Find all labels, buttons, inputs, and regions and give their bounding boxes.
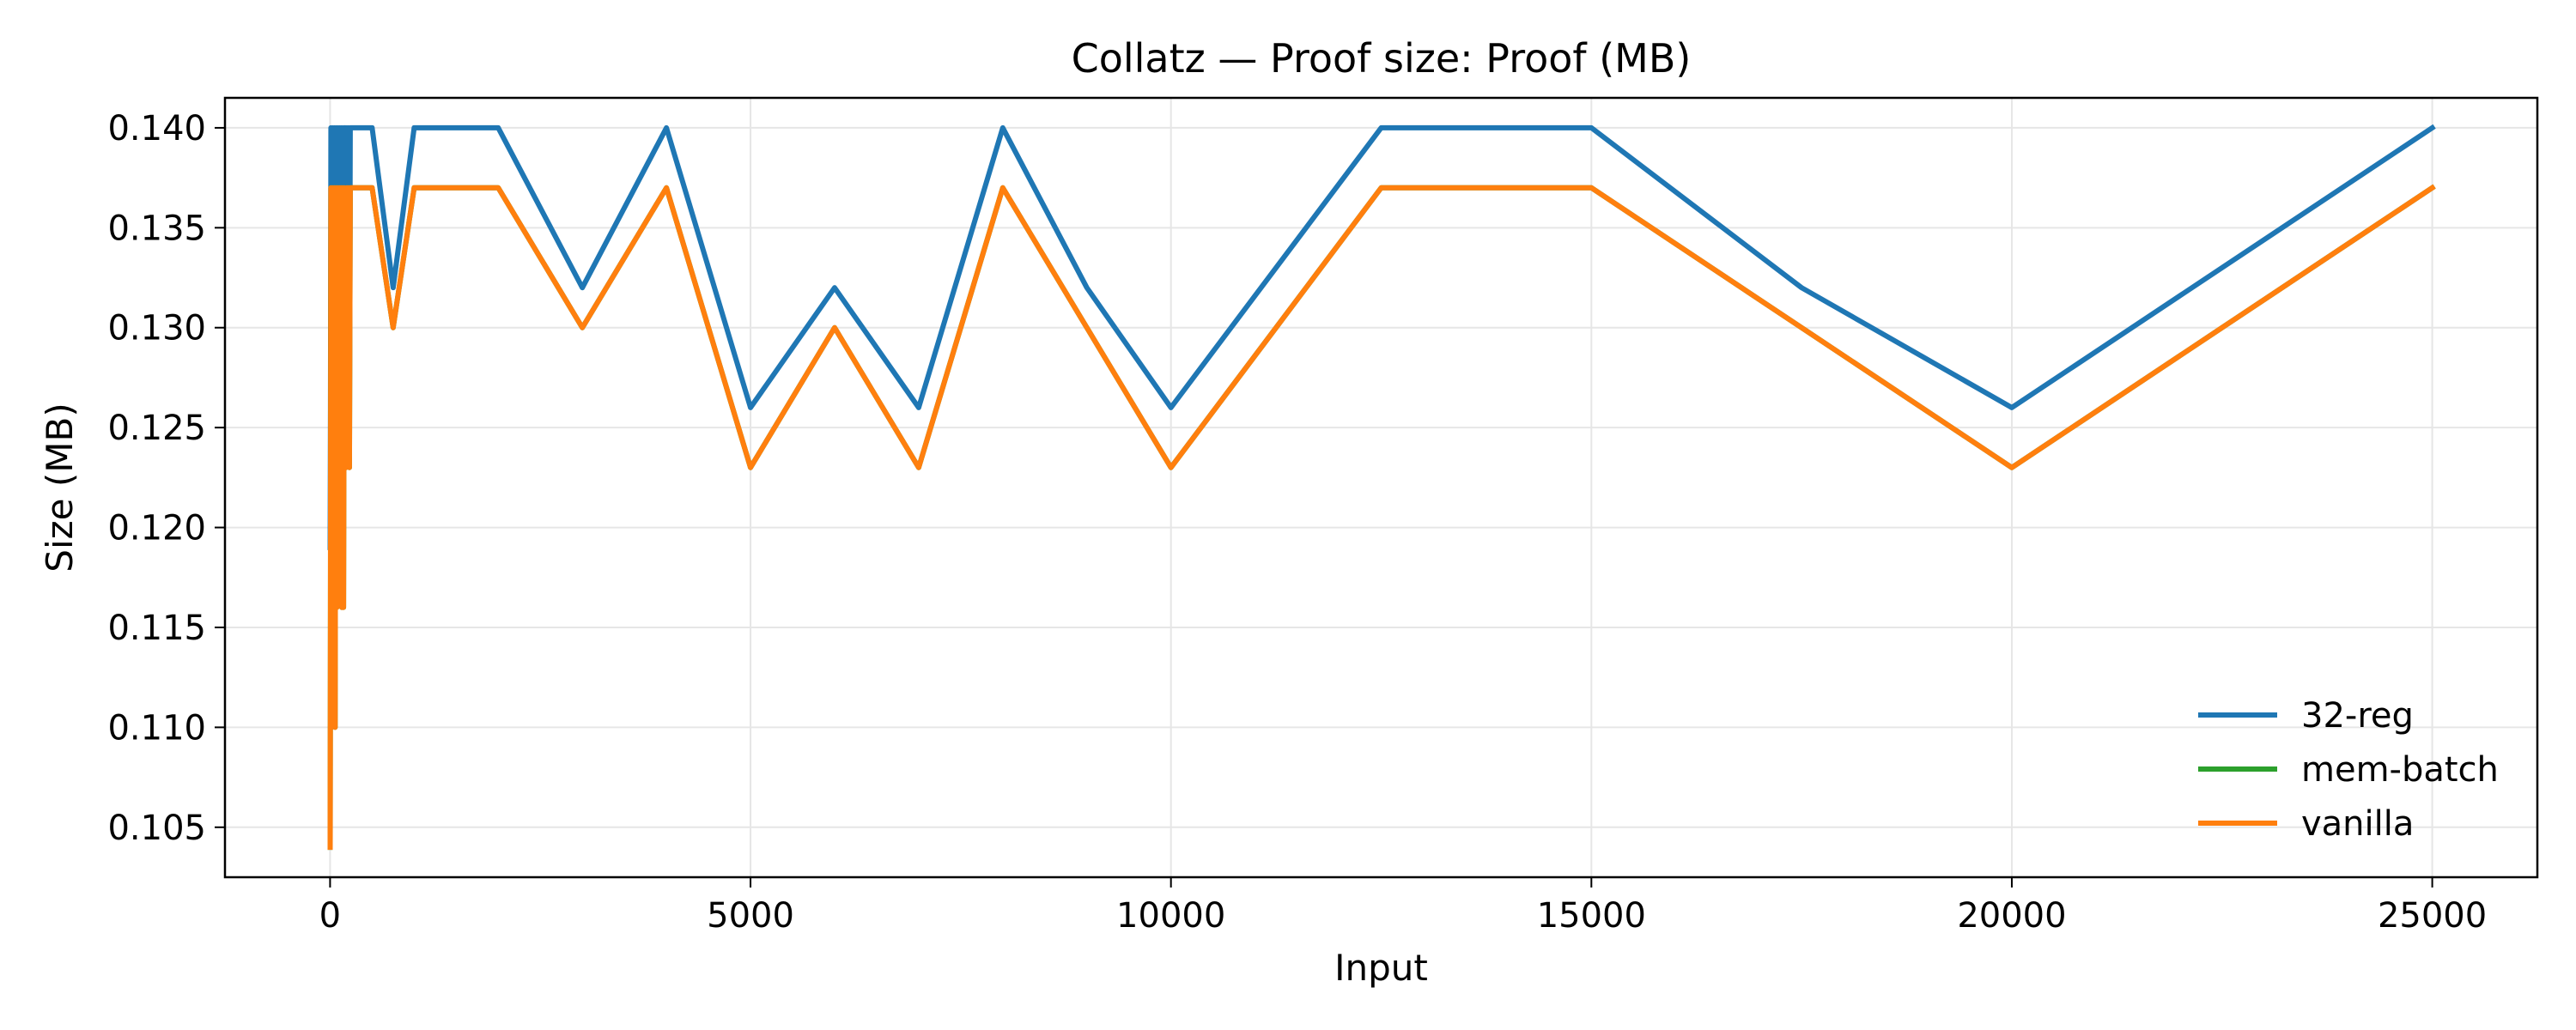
series-line-vanilla <box>327 184 2436 851</box>
x-tick-label: 20000 <box>1957 896 2066 936</box>
legend-label-vanilla: vanilla <box>2301 804 2414 844</box>
x-tick-label: 25000 <box>2378 896 2487 936</box>
x-tick-label: 5000 <box>707 896 794 936</box>
legend-label-32-reg: 32-reg <box>2301 696 2414 736</box>
plot-frame <box>223 96 2539 879</box>
y-axis-title: Size (MB) <box>39 403 81 572</box>
x-tick-label: 0 <box>319 896 341 936</box>
y-tick-label: 0.135 <box>107 209 206 248</box>
y-tick-label: 0.140 <box>107 109 206 148</box>
x-tick-label: 15000 <box>1537 896 1646 936</box>
series-layer <box>327 124 2436 851</box>
y-tick-label: 0.120 <box>107 509 206 548</box>
y-tick-label: 0.125 <box>107 409 206 448</box>
y-tick-label: 0.130 <box>107 309 206 348</box>
y-tick-label: 0.105 <box>107 809 206 848</box>
x-tick-label: 10000 <box>1116 896 1225 936</box>
x-axis-title: Input <box>1334 947 1428 989</box>
y-tick-label: 0.115 <box>107 609 206 648</box>
legend-label-mem-batch: mem-batch <box>2301 750 2499 790</box>
legend: 32-reg mem-batch vanilla <box>2198 696 2499 844</box>
tick-layer: 0 5000 10000 15000 20000 25000 0.105 0.110 0.115… <box>107 109 2487 936</box>
chart-title: Collatz — Proof size: Proof (MB) <box>1072 35 1692 82</box>
y-tick-label: 0.110 <box>107 708 206 748</box>
